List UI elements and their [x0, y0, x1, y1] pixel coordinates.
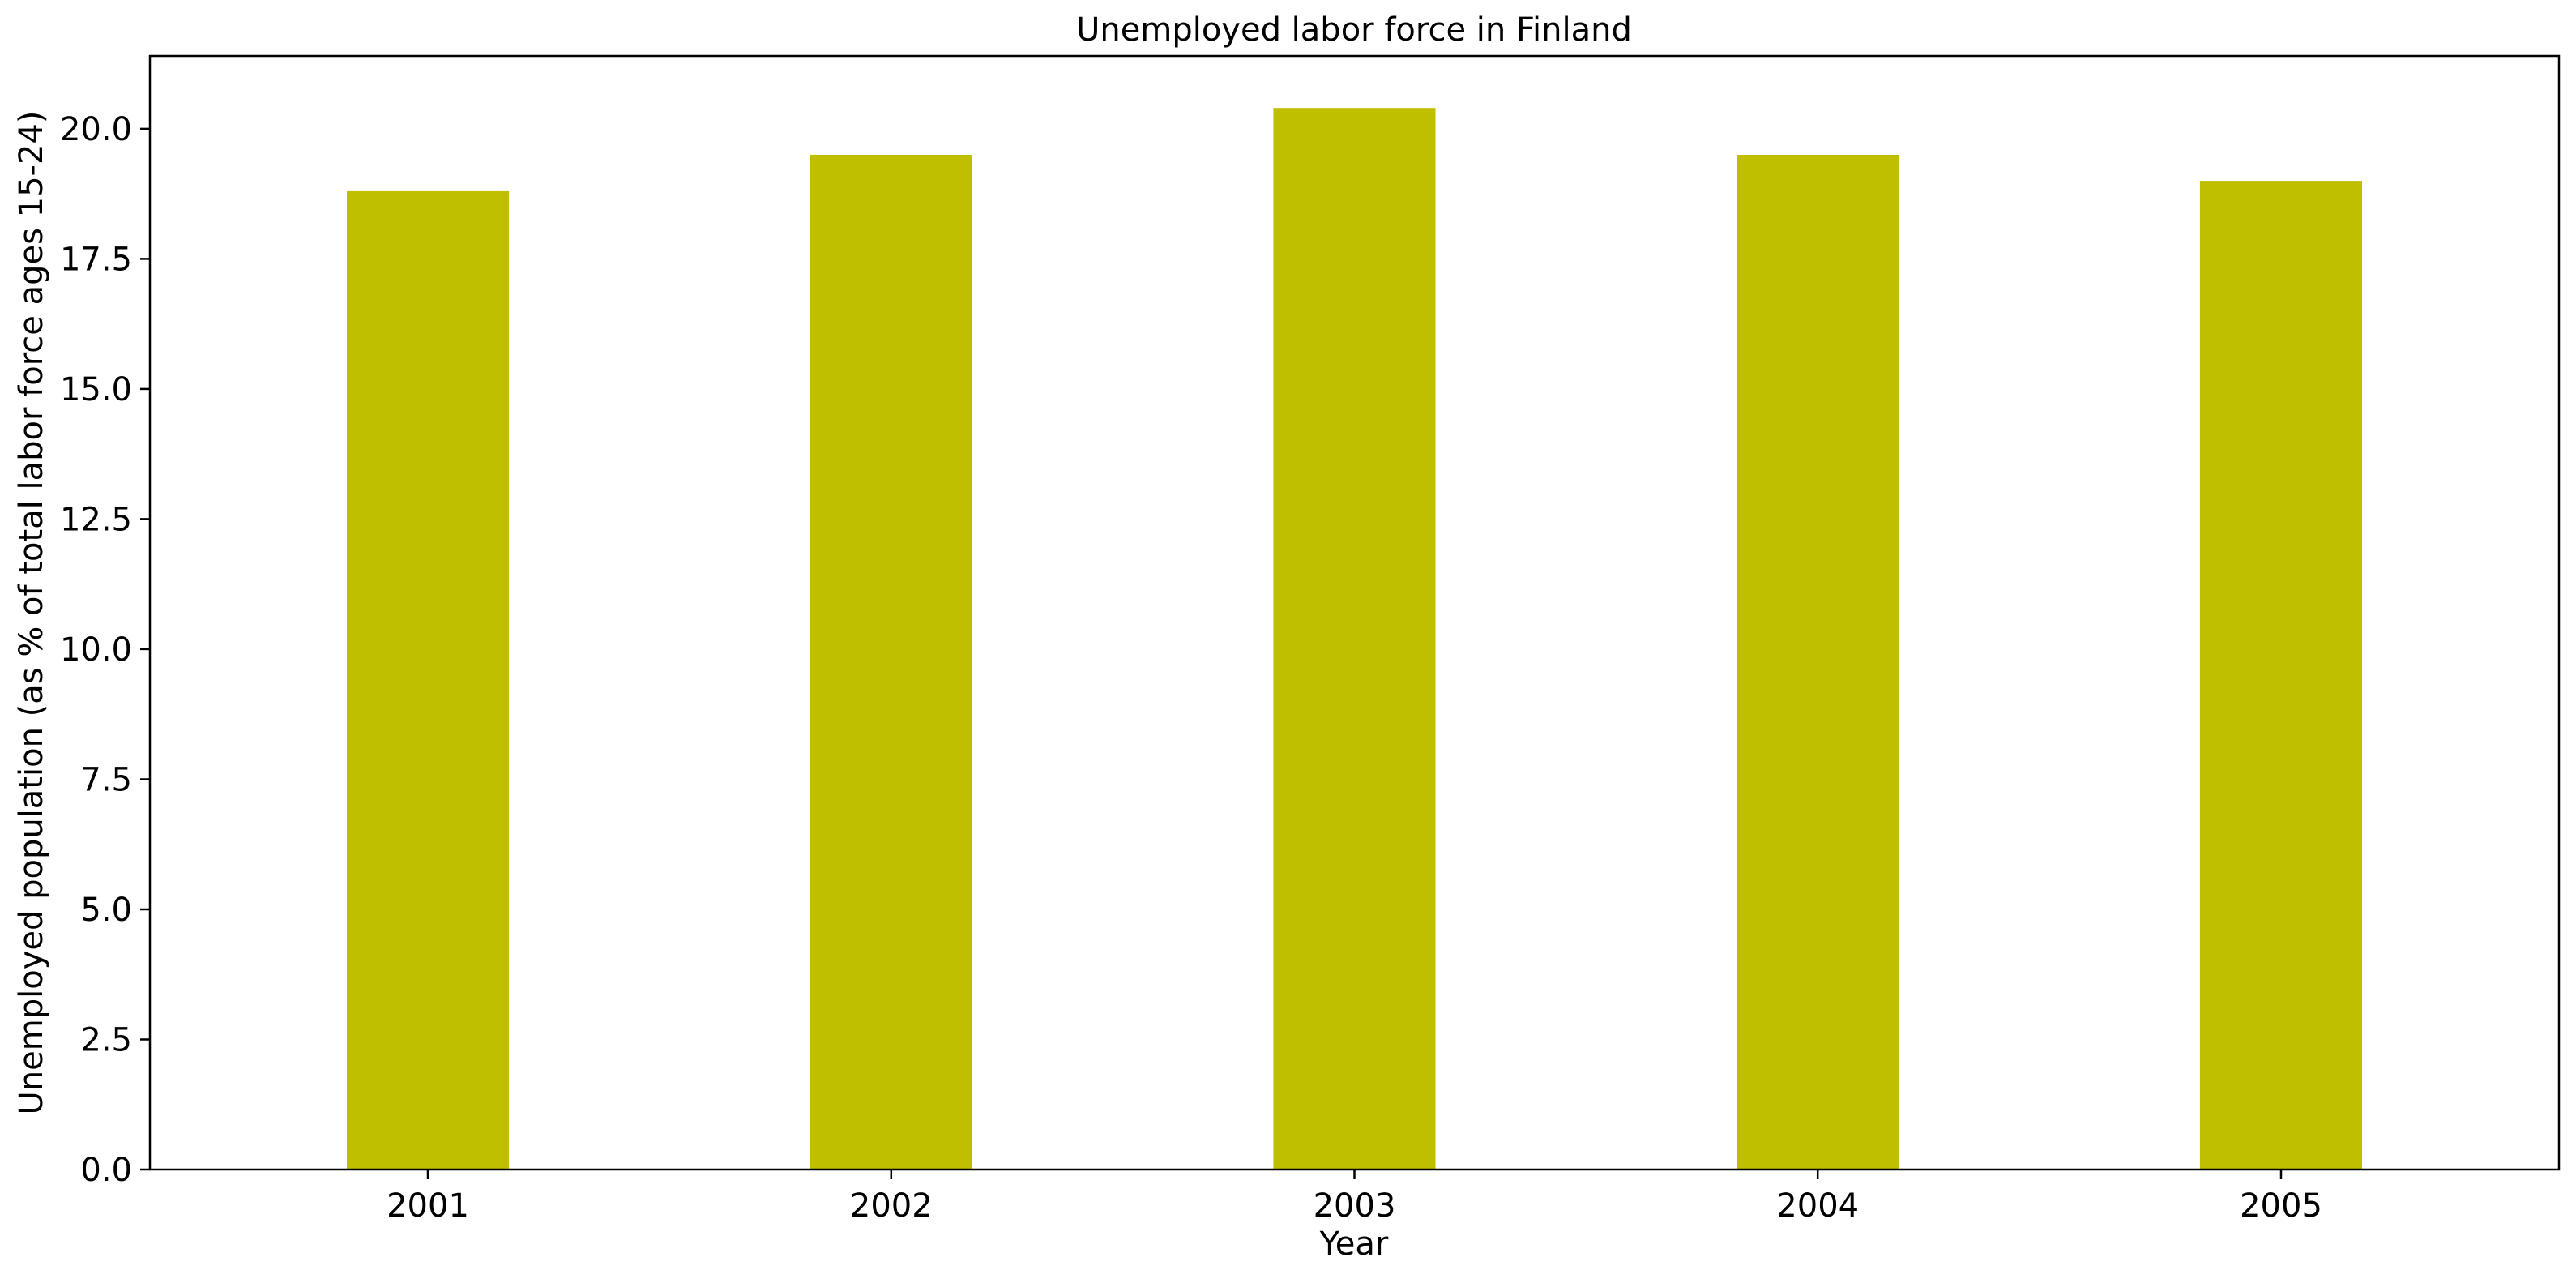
- y-tick-label: 10.0: [60, 631, 132, 669]
- x-tick-label: 2003: [1314, 1187, 1396, 1225]
- y-tick-label: 12.5: [60, 501, 132, 538]
- plot-area-frame: [148, 54, 2561, 1171]
- y-tick-label: 17.5: [60, 241, 132, 278]
- y-tick-label: 2.5: [80, 1022, 132, 1059]
- y-tick-label: 0.0: [80, 1152, 132, 1189]
- bar-2005: [2199, 181, 2362, 1170]
- x-tick-label: 2004: [1776, 1187, 1859, 1225]
- bar-2001: [347, 190, 510, 1170]
- y-tick-label: 15.0: [60, 371, 132, 408]
- bar-2004: [1737, 155, 1899, 1170]
- bars: [347, 108, 2362, 1170]
- bar-2003: [1273, 108, 1436, 1170]
- x-tick-label: 2001: [387, 1187, 469, 1225]
- y-tick-label: 20.0: [60, 111, 132, 148]
- x-axis-label: Year: [1319, 1225, 1389, 1263]
- x-tick-label: 2005: [2240, 1187, 2322, 1225]
- y-tick-label: 7.5: [80, 762, 132, 799]
- y-tick-label: 5.0: [80, 892, 132, 929]
- x-tick-label: 2002: [850, 1187, 933, 1225]
- bar-2002: [810, 155, 972, 1170]
- chart-title: Unemployed labor force in Finland: [1076, 11, 1632, 49]
- y-axis-label: Unemployed population (as % of total lab…: [13, 111, 50, 1115]
- x-axis-ticks: 2001 2002 2003 2004 2005: [387, 1170, 2322, 1225]
- y-axis-ticks: 0.0 2.5 5.0 7.5 10.0 12.5 15.0 17.5 20.0: [60, 111, 150, 1189]
